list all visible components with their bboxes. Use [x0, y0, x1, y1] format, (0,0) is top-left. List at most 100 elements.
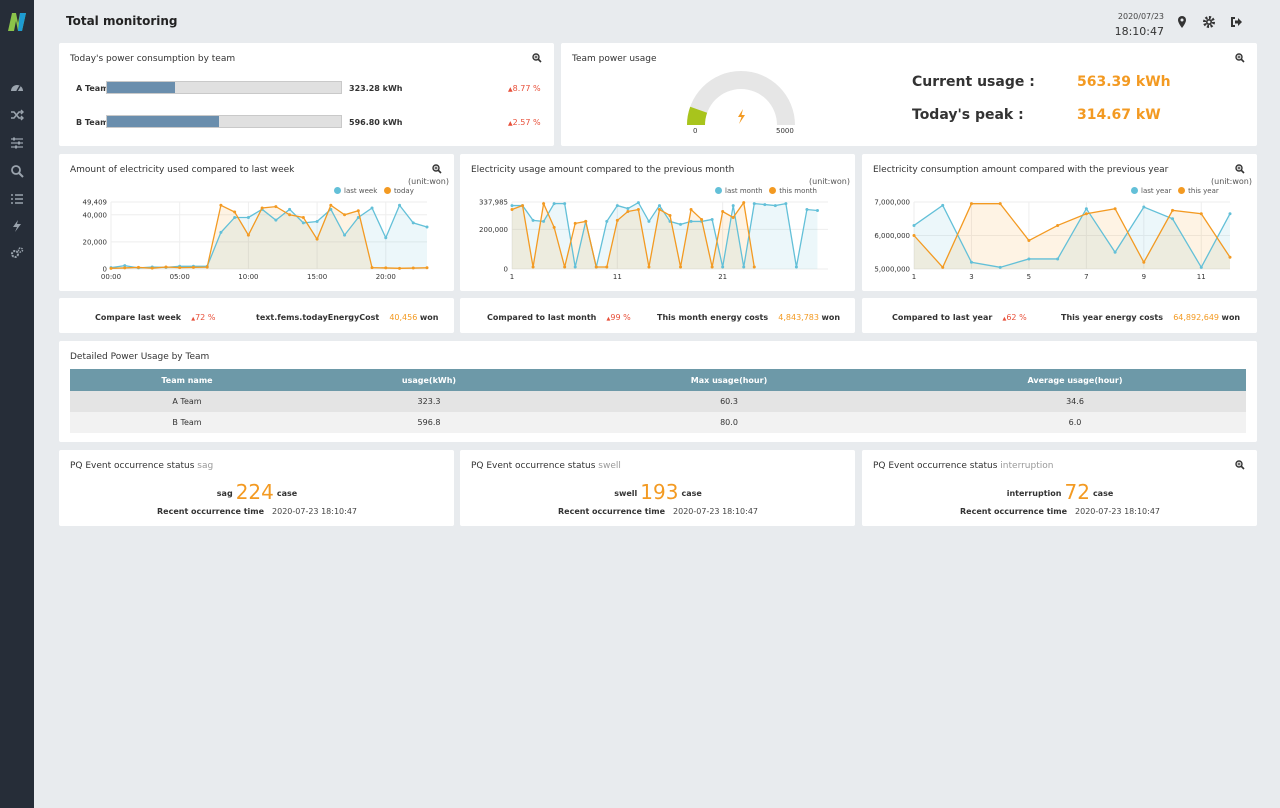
legend-item[interactable]: last week	[344, 187, 378, 195]
gears-icon[interactable]	[9, 245, 25, 261]
data-point	[510, 204, 514, 208]
dashboard-icon[interactable]	[9, 80, 25, 96]
data-point	[384, 236, 388, 240]
card-title: PQ Event occurrence status swell	[471, 461, 621, 471]
data-point	[542, 219, 546, 223]
pq-time-line: Recent occurrence time 2020-07-23 18:10:4…	[862, 507, 1258, 516]
data-point	[941, 265, 945, 269]
summary-label: text.fems.todayEnergyCost	[256, 313, 380, 322]
card-title: PQ Event occurrence status interruption	[873, 461, 1053, 471]
app-logo[interactable]	[6, 11, 28, 33]
card-title: Team power usage	[572, 54, 657, 64]
data-point	[510, 208, 514, 212]
legend-dot	[1178, 187, 1186, 194]
data-point	[384, 266, 388, 270]
data-point	[912, 223, 916, 227]
column-header[interactable]: usage(kWh)	[304, 369, 554, 391]
weekly-compare-card: Amount of electricity used compared to l…	[59, 154, 454, 291]
data-point	[563, 202, 567, 206]
zoom-icon[interactable]	[432, 164, 442, 174]
legend-dot	[1131, 187, 1138, 194]
data-point	[552, 225, 556, 229]
team-a-change: ▲8.77 %	[508, 84, 541, 93]
pq-sag-card: PQ Event occurrence status sag sag 224 cas…	[59, 450, 454, 526]
data-point	[573, 265, 577, 269]
legend-item[interactable]: last month	[725, 187, 763, 195]
pq-title: PQ Event occurrence status	[70, 461, 195, 471]
team-a-value: 323.28 kWh	[349, 84, 403, 93]
zoom-icon[interactable]	[532, 53, 542, 63]
zoom-icon[interactable]	[1235, 164, 1245, 174]
data-point	[1228, 255, 1232, 259]
column-header[interactable]: Team name	[70, 369, 304, 391]
team-b-bar-fill	[107, 116, 220, 127]
settings-gear-icon[interactable]	[1202, 15, 1216, 29]
summary-pct: 99 %	[610, 313, 631, 322]
table-row[interactable]: A Team 323.3 60.3 34.6	[70, 391, 1246, 412]
table-cell: 323.3	[304, 391, 554, 412]
table-row[interactable]: B Team 596.8 80.0 6.0	[70, 412, 1246, 433]
legend-dot	[769, 187, 777, 194]
series-area	[914, 203, 1230, 269]
zoom-icon[interactable]	[1235, 53, 1245, 63]
logout-icon[interactable]	[1229, 15, 1243, 29]
data-point	[411, 266, 415, 270]
x-tick-label: 10:00	[238, 273, 258, 281]
y-tick-label: 5,000,000	[874, 266, 910, 274]
summary-pct: 72 %	[195, 313, 216, 322]
legend-dot	[334, 187, 341, 194]
table-cell: B Team	[70, 412, 304, 433]
zoom-icon[interactable]	[1235, 460, 1245, 470]
pq-title: PQ Event occurrence status	[873, 461, 998, 471]
table-cell: 596.8	[304, 412, 554, 433]
bolt-icon[interactable]	[9, 218, 25, 234]
legend-item[interactable]: last year	[1141, 187, 1172, 195]
header-time: 18:10:47	[1114, 25, 1164, 38]
y-tick-label: 6,000,000	[874, 232, 910, 240]
shuffle-icon[interactable]	[9, 107, 25, 123]
sliders-icon[interactable]	[9, 135, 25, 151]
y-tick-label: 20,000	[83, 238, 108, 246]
data-point	[721, 265, 725, 269]
pq-case: case	[681, 489, 702, 498]
data-point	[657, 204, 661, 208]
data-point	[615, 204, 619, 208]
location-pin-icon[interactable]	[1175, 15, 1189, 29]
summary-value: 4,843,783	[778, 313, 819, 322]
table-cell: 60.3	[554, 391, 904, 412]
legend-item[interactable]: this year	[1188, 187, 1219, 195]
weekly-summary-card: Compare last week ▲72 % text.fems.todayE…	[59, 298, 454, 333]
legend-item[interactable]: this month	[779, 187, 817, 195]
column-header[interactable]: Average usage(hour)	[904, 369, 1246, 391]
data-point	[288, 207, 292, 211]
search-icon[interactable]	[9, 163, 25, 179]
pq-count-line: swell 193 case	[460, 480, 856, 504]
legend-item[interactable]: today	[393, 187, 414, 195]
pq-time-value: 2020-07-23 18:10:47	[673, 507, 758, 516]
table-cell: 80.0	[554, 412, 904, 433]
column-header[interactable]: Max usage(hour)	[554, 369, 904, 391]
current-usage-value: 563.39 kWh	[1077, 74, 1171, 90]
pq-count-line: interruption 72 case	[862, 480, 1258, 504]
x-tick-label: 05:00	[170, 273, 190, 281]
list-icon[interactable]	[9, 191, 25, 207]
x-tick-label: 1	[510, 273, 514, 281]
data-point	[301, 221, 305, 225]
data-point	[563, 265, 567, 269]
weekly-line-chart: 49,409 40,000 20,000 000:00 05:00 10:00 15:00 2…	[83, 199, 429, 281]
series-line	[913, 203, 1231, 269]
data-point	[710, 265, 714, 269]
data-point	[689, 208, 693, 212]
legend-dot	[715, 187, 722, 194]
pq-case: case	[1092, 489, 1114, 498]
data-point	[123, 266, 127, 270]
data-point	[343, 233, 347, 237]
data-point	[398, 203, 402, 207]
chart-legend: last year this year	[1131, 187, 1219, 195]
team-a-bar-fill	[107, 82, 175, 93]
summary-unit: won	[419, 313, 439, 322]
data-point	[531, 218, 535, 222]
data-point	[573, 221, 577, 225]
data-point	[998, 265, 1002, 269]
header-date: 2020/07/23	[1117, 12, 1164, 21]
